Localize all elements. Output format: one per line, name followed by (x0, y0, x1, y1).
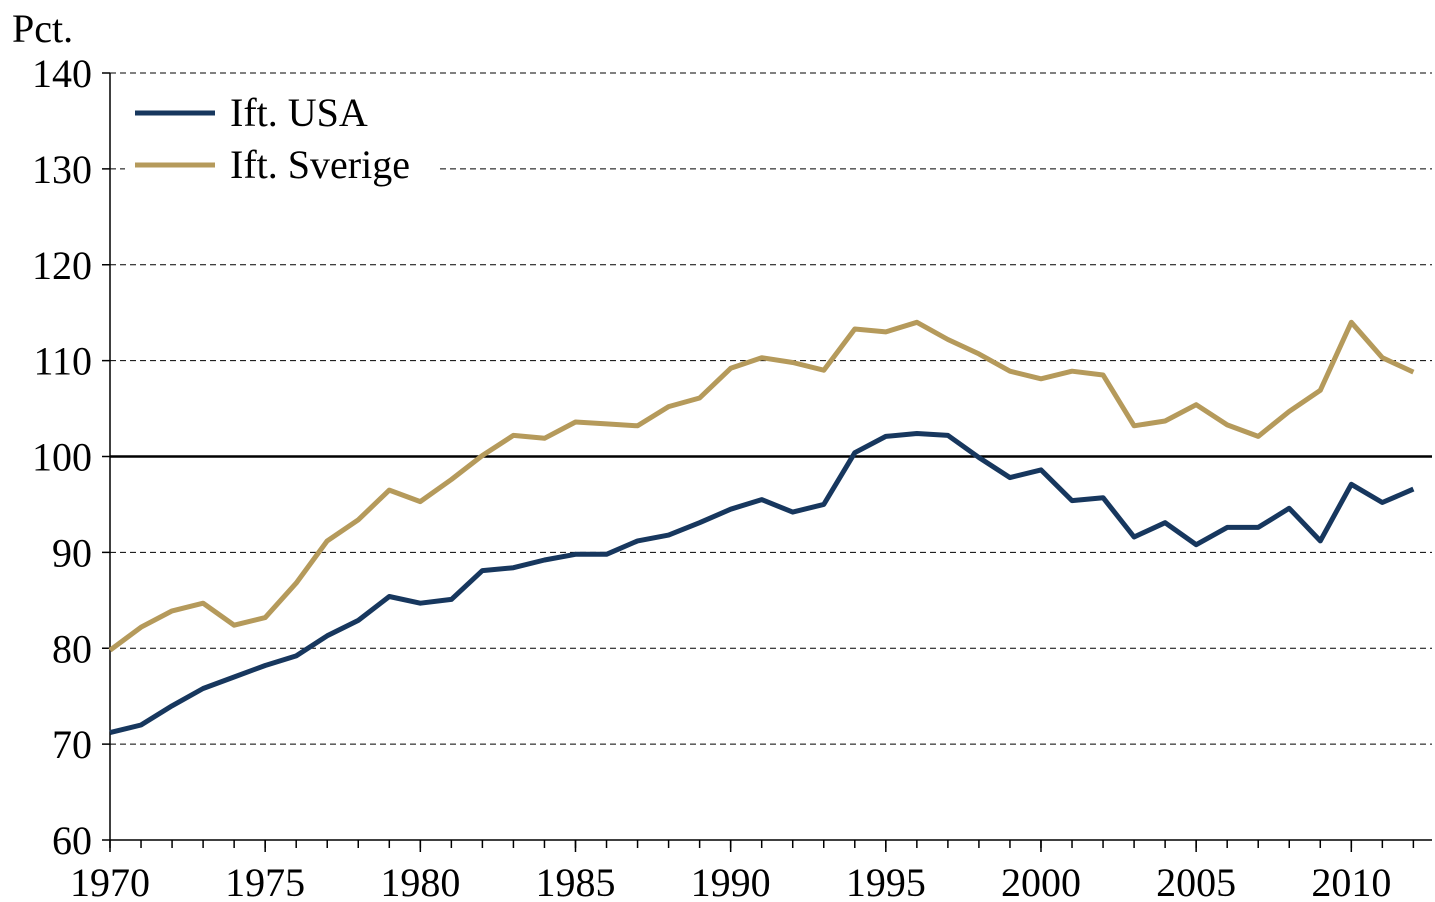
series-line (109, 431, 1415, 736)
y-tick-label: 130 (32, 147, 92, 192)
x-tick-label: 1985 (535, 860, 615, 902)
x-tick-label: 1990 (691, 860, 771, 902)
y-tick-label: 100 (32, 435, 92, 480)
series-line (108, 319, 1415, 653)
x-tick-label: 1975 (225, 860, 305, 902)
y-axis-label: Pct. (12, 6, 73, 51)
x-tick-label: 1980 (380, 860, 460, 902)
legend-label: Ift. USA (230, 90, 368, 135)
y-tick-label: 70 (52, 722, 92, 767)
y-tick-label: 110 (33, 339, 92, 384)
x-tick-label: 1995 (846, 860, 926, 902)
legend-background (125, 85, 440, 190)
x-tick-label: 2005 (1156, 860, 1236, 902)
x-tick-label: 1970 (70, 860, 150, 902)
y-tick-label: 140 (32, 51, 92, 96)
legend-label: Ift. Sverige (230, 142, 410, 187)
x-tick-label: 2010 (1311, 860, 1391, 902)
y-tick-label: 120 (32, 243, 92, 288)
y-tick-label: 80 (52, 626, 92, 671)
legend: Ift. USA Ift. Sverige (125, 85, 440, 190)
y-tick-label: 90 (52, 530, 92, 575)
x-tick-label: 2000 (1001, 860, 1081, 902)
y-tick-label: 60 (52, 818, 92, 863)
